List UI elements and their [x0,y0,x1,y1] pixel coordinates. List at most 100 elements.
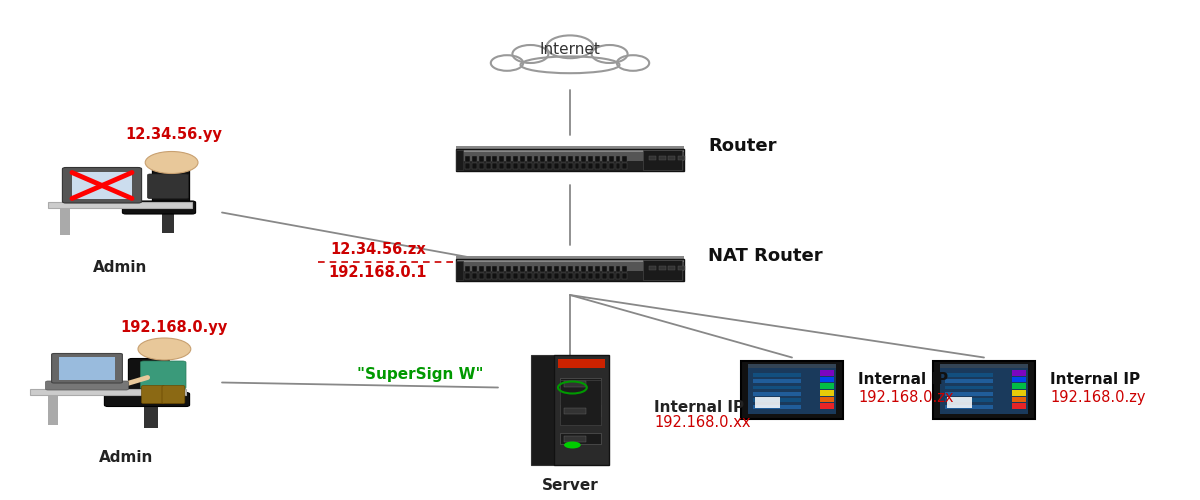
Bar [527,156,532,162]
Bar [534,163,539,169]
Bar [479,163,484,169]
Bar [48,395,58,425]
Bar [560,378,601,388]
Bar [466,273,470,279]
Bar [514,273,518,279]
Bar [48,202,192,207]
Bar [486,163,491,169]
Bar [499,273,504,279]
Bar [616,273,620,279]
Bar [479,266,484,272]
Bar [568,163,572,169]
Bar [623,156,628,162]
Ellipse shape [592,45,628,63]
Circle shape [145,152,198,174]
Bar [649,266,656,270]
Bar [820,384,834,389]
Bar [520,266,524,272]
Bar [623,266,628,272]
Bar [588,156,593,162]
Text: Router: Router [708,137,776,155]
Bar [514,163,518,169]
Bar [602,273,607,279]
Bar [456,271,684,281]
Bar [608,266,613,272]
Bar [560,266,565,272]
Bar [540,163,545,169]
Bar [595,156,600,162]
Text: Server: Server [541,478,599,492]
Bar [1012,396,1026,402]
Bar [547,156,552,162]
Ellipse shape [491,55,523,71]
Bar [668,266,676,270]
Bar [456,260,463,280]
Bar [59,357,115,380]
Bar [560,156,565,162]
Bar [602,163,607,169]
Bar [466,156,470,162]
Bar [1012,384,1026,389]
Bar [472,273,476,279]
Bar [568,266,572,272]
FancyBboxPatch shape [52,354,122,383]
Bar [568,156,572,162]
Bar [946,379,994,383]
Bar [492,273,497,279]
Bar [456,262,684,272]
Bar [616,266,620,272]
Bar [616,156,620,162]
Circle shape [138,338,191,360]
Bar [560,405,601,416]
Bar [479,273,484,279]
Bar [948,397,972,408]
Text: 192.168.0.zx: 192.168.0.zx [858,390,954,405]
Bar [547,163,552,169]
Bar [506,156,511,162]
Bar [162,212,174,233]
Text: Internal IP: Internal IP [1050,372,1140,388]
Bar [1012,403,1026,409]
Bar [749,364,836,368]
Bar [530,355,554,465]
Bar [554,266,559,272]
Bar [623,163,628,169]
FancyBboxPatch shape [140,361,186,389]
Bar [456,256,684,264]
FancyBboxPatch shape [122,201,196,214]
Bar [499,156,504,162]
Bar [499,266,504,272]
Bar [540,156,545,162]
Bar [595,163,600,169]
FancyBboxPatch shape [148,174,188,199]
Bar [575,266,580,272]
Bar [144,405,158,427]
Bar [602,266,607,272]
Bar [506,163,511,169]
Bar [941,364,1027,414]
Text: "SuperSign W": "SuperSign W" [356,368,484,382]
Bar [456,150,463,170]
Bar [602,156,607,162]
Bar [554,156,559,162]
Bar [492,163,497,169]
Bar [581,273,587,279]
Ellipse shape [617,55,649,71]
Bar [534,266,539,272]
Bar [456,146,684,154]
Bar [754,379,802,383]
Bar [486,273,491,279]
Bar [941,364,1027,368]
Text: 192.168.0.yy: 192.168.0.yy [120,320,228,335]
Bar [492,156,497,162]
FancyBboxPatch shape [46,381,128,390]
Bar [754,392,802,396]
Text: 192.168.0.1: 192.168.0.1 [329,265,427,280]
Bar [820,390,834,396]
Bar [554,273,559,279]
Text: 12.34.56.zx: 12.34.56.zx [330,242,426,258]
Bar [486,156,491,162]
Bar [534,273,539,279]
Bar [472,156,476,162]
FancyBboxPatch shape [162,386,185,404]
